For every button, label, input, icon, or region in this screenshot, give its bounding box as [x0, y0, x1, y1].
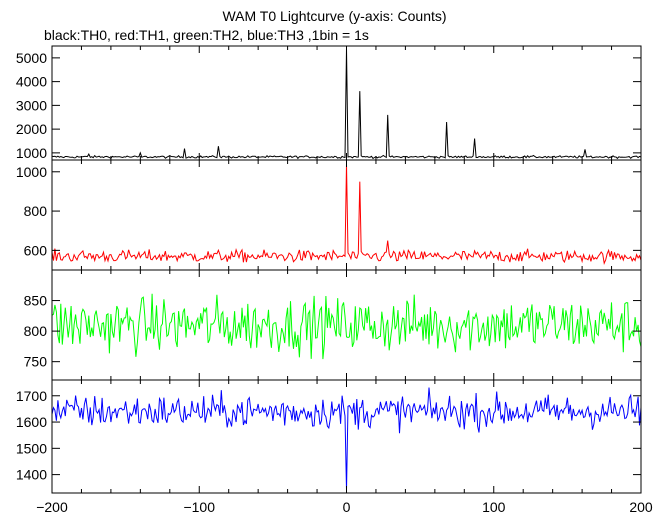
- y-tick-label-th1: 600: [24, 242, 48, 258]
- series-line-th0: [51, 48, 642, 160]
- x-tick-label: −200: [36, 499, 68, 515]
- y-tick-label-th0: 2000: [16, 121, 47, 137]
- x-tick-label: 200: [629, 499, 653, 515]
- y-tick-label-th0: 1000: [16, 145, 47, 161]
- y-tick-label-th2: 750: [24, 354, 48, 370]
- series-line-th2: [51, 293, 642, 360]
- y-tick-label-th0: 4000: [16, 74, 47, 90]
- chart-subtitle: black:TH0, red:TH1, green:TH2, blue:TH3 …: [44, 27, 369, 43]
- series-line-th3: [51, 387, 642, 491]
- x-tick-label: 100: [482, 499, 506, 515]
- panel-frame-th2: [51, 269, 642, 381]
- chart-title: WAM T0 Lightcurve (y-axis: Counts): [222, 8, 447, 24]
- x-tick-label: 0: [343, 499, 351, 515]
- series-line-th1: [51, 163, 642, 265]
- y-tick-label-th3: 1400: [16, 467, 47, 483]
- y-tick-label-th3: 1600: [16, 414, 47, 430]
- y-tick-label-th0: 3000: [16, 97, 47, 113]
- y-tick-label-th2: 800: [24, 323, 48, 339]
- y-tick-label-th1: 800: [24, 203, 48, 219]
- y-tick-label-th3: 1500: [16, 440, 47, 456]
- x-tick-label: −100: [183, 499, 215, 515]
- y-tick-label-th0: 5000: [16, 50, 47, 66]
- y-tick-label-th1: 1000: [16, 164, 47, 180]
- y-tick-label-th2: 850: [24, 293, 48, 309]
- y-tick-label-th3: 1700: [16, 388, 47, 404]
